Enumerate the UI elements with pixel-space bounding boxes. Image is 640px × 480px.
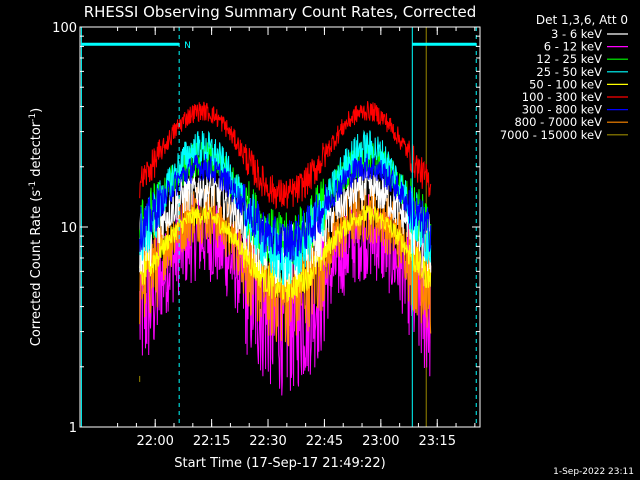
legend-label: 100 - 300 keV <box>522 90 602 104</box>
footer-timestamp: 1-Sep-2022 23:11 <box>553 467 634 477</box>
y-tick-label: 100 <box>52 21 77 36</box>
x-tick-label: 22:45 <box>306 434 343 449</box>
x-axis-label: Start Time (17-Sep-17 21:49:22) <box>174 456 385 471</box>
series-line <box>139 101 432 210</box>
x-tick-label: 22:30 <box>249 434 286 449</box>
legend-label: 300 - 800 keV <box>522 103 602 117</box>
x-tick-label: 22:15 <box>193 434 230 449</box>
series-line <box>139 169 432 287</box>
series-line <box>139 153 432 263</box>
series-trace <box>139 153 432 263</box>
flag-bar-label: N <box>184 41 191 51</box>
series-trace <box>139 169 432 287</box>
legend-label: 6 - 12 keV <box>544 40 602 54</box>
legend-label: 50 - 100 keV <box>529 77 602 91</box>
legend-label: 3 - 6 keV <box>551 27 602 41</box>
y-tick-label: 1 <box>69 421 77 436</box>
x-tick-label: 23:00 <box>362 434 399 449</box>
x-tick-label: 22:00 <box>136 434 173 449</box>
chart-title: RHESSI Observing Summary Count Rates, Co… <box>84 3 477 21</box>
legend-label: 12 - 25 keV <box>536 52 602 66</box>
y-axis-label: Corrected Count Rate (s-1 detector-1) <box>28 108 44 346</box>
series-trace <box>139 101 432 210</box>
x-tick-label: 23:15 <box>419 434 456 449</box>
y-tick-label: 10 <box>60 221 77 236</box>
axes: 1 10 100 22:00 22:15 22:30 22:45 23:00 23:15 <box>52 21 480 449</box>
legend-header: Det 1,3,6, Att 0 <box>536 13 628 27</box>
legend-label: 800 - 7000 keV <box>514 115 602 129</box>
legend-label: 25 - 50 keV <box>536 65 602 79</box>
legend-label: 7000 - 15000 keV <box>500 128 602 142</box>
